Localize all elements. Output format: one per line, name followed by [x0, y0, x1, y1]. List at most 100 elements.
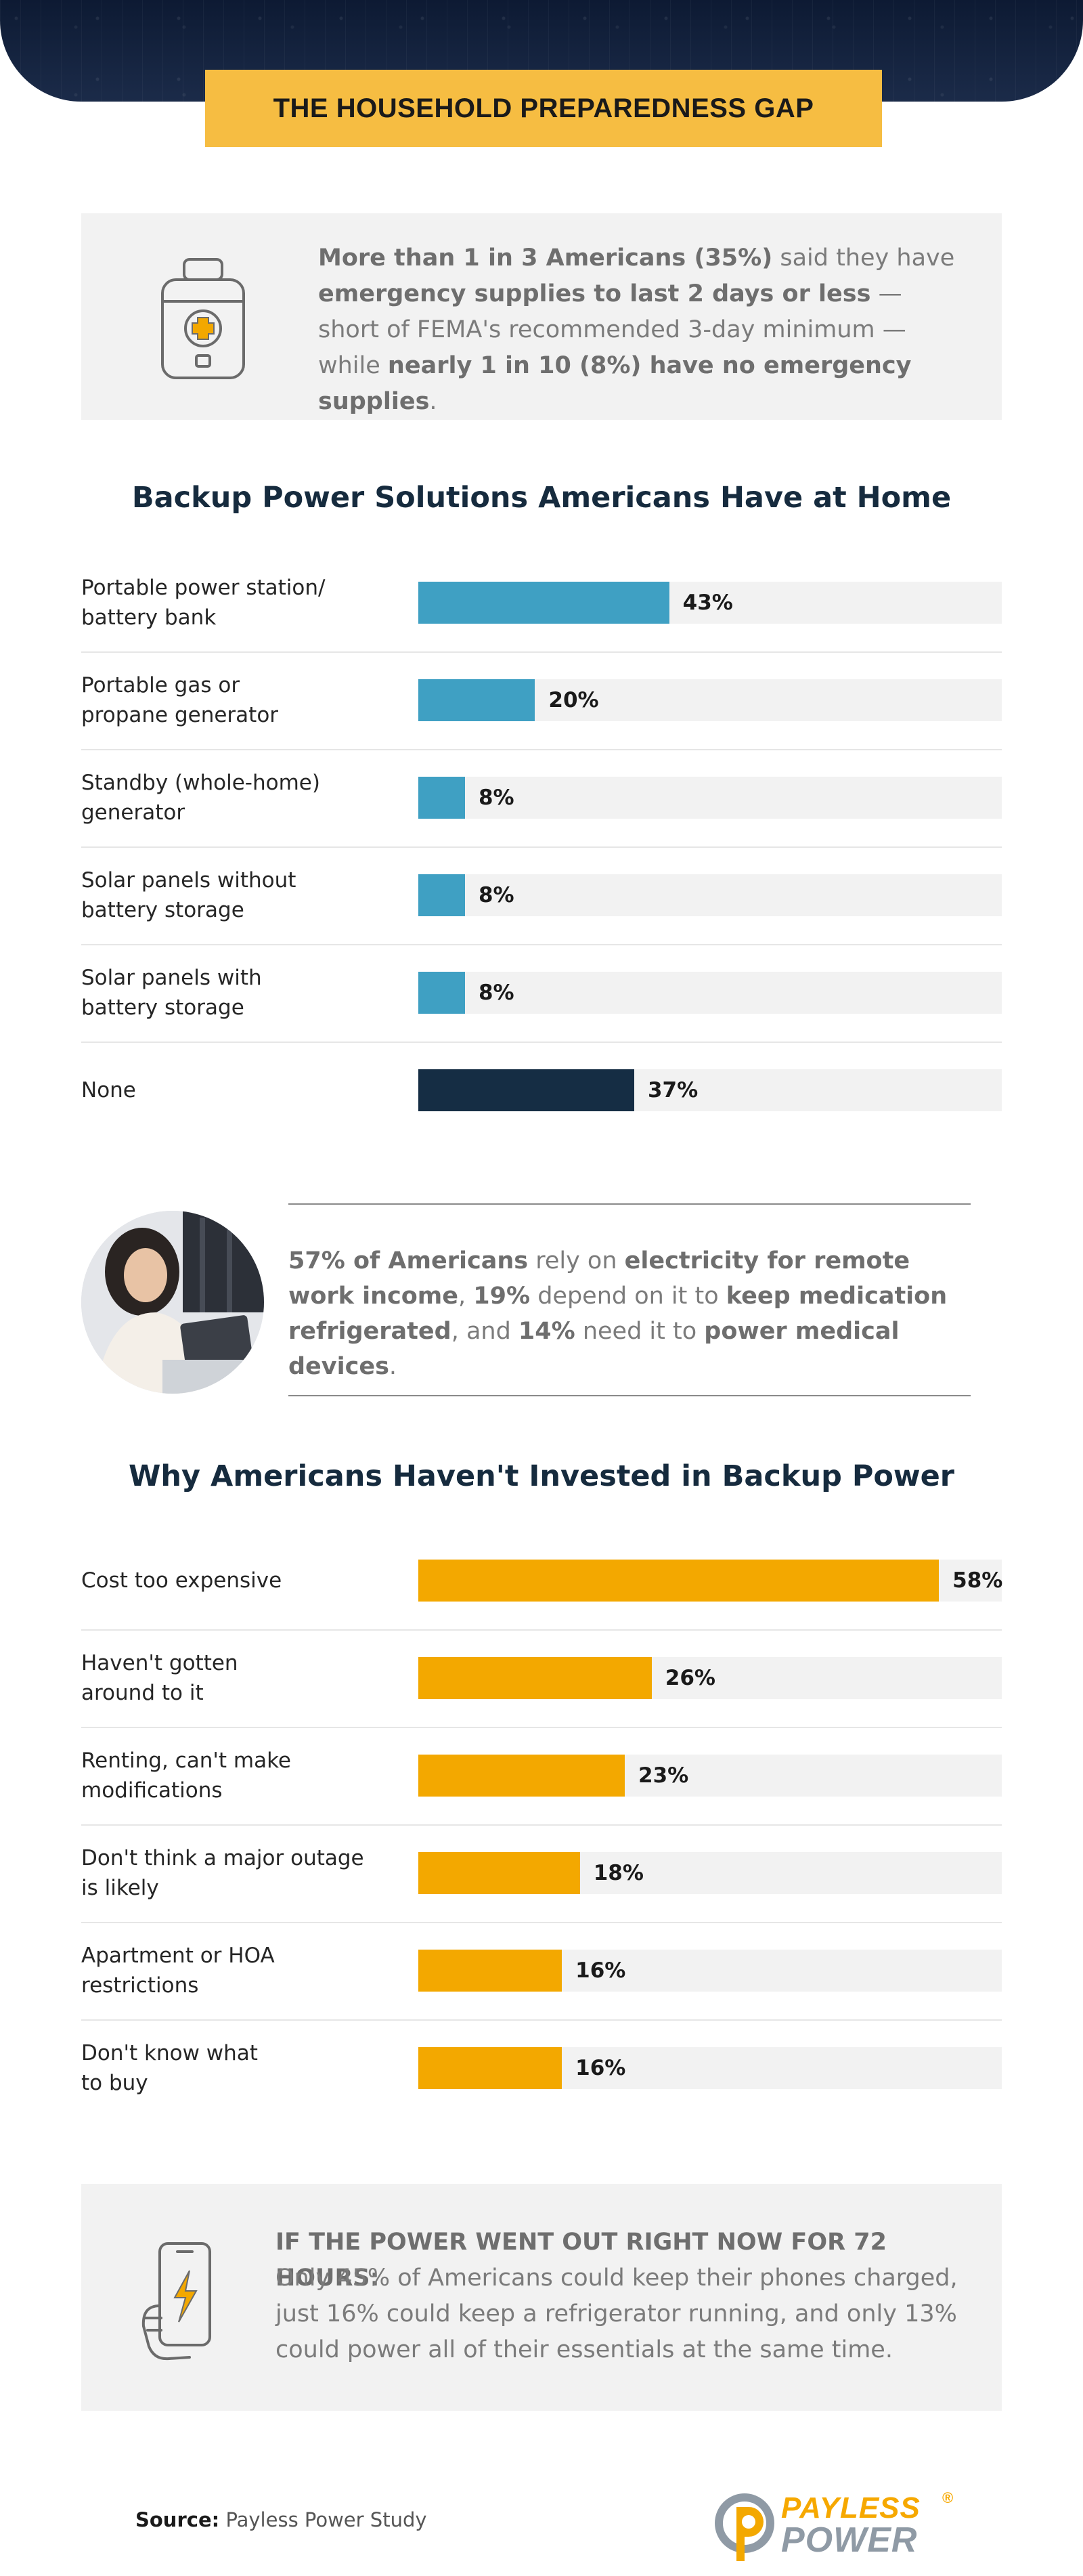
- callout_2-text-segment: electricity for remote work income: [288, 1247, 910, 1310]
- callout_2-text-segment: need it to: [575, 1318, 705, 1345]
- chart-1-bar: [418, 972, 465, 1014]
- chart-2-value-label: 18%: [593, 1861, 644, 1885]
- chart-2-bar: [418, 1657, 652, 1699]
- callout-electricity-text: 57% of Americans rely on electricity for…: [288, 1243, 972, 1384]
- callout_1-text-segment: said they have: [772, 244, 955, 272]
- first-aid-kit-icon: [161, 258, 245, 379]
- chart-1-bar: [418, 777, 465, 819]
- chart-1-bar-track: 43%: [418, 582, 1002, 624]
- callout_2-text-segment: , and: [451, 1318, 518, 1345]
- logo-line-1: PAYLESS: [781, 2491, 921, 2525]
- chart-1-value-label: 20%: [548, 688, 599, 712]
- chart-1-bar-track: 8%: [418, 777, 1002, 819]
- chart-2-category-label-line: modifications: [81, 1778, 223, 1803]
- callout_2-text-segment: .: [389, 1353, 397, 1380]
- chart-2-category-label: Don't know what to buy: [81, 2019, 379, 2117]
- logo-mark-icon: [715, 2493, 774, 2561]
- chart-1-bar-track: 20%: [418, 679, 1002, 721]
- chart-2-bar: [418, 2047, 562, 2089]
- divider-top: [288, 1203, 971, 1205]
- chart-2-value-label: 16%: [575, 2056, 626, 2080]
- chart-1-bar-track: 37%: [418, 1069, 1002, 1111]
- chart-2-bar-track: 58%: [418, 1560, 1002, 1602]
- chart-1-value-label: 8%: [478, 883, 514, 907]
- chart-1-category-label-line: generator: [81, 800, 185, 825]
- chart-1-category-label: None: [81, 1042, 379, 1139]
- chart-1-category-label: Solar panels without battery storage: [81, 846, 379, 944]
- callout_2-text-segment: rely on: [528, 1247, 625, 1274]
- callout-supplies-text: More than 1 in 3 Americans (35%) said th…: [318, 240, 968, 420]
- hero-banner: [0, 0, 1083, 102]
- chart-1-category-label-line: Portable power station/: [81, 576, 326, 600]
- logo-line-2: POWER: [781, 2520, 918, 2560]
- chart-1-category-label-line: battery storage: [81, 898, 244, 922]
- chart-2-category-label-line: Apartment or HOA: [81, 1944, 275, 1968]
- chart-1-bar: [418, 582, 669, 624]
- chart-1-value-label: 8%: [478, 786, 514, 810]
- chart-1-title: Backup Power Solutions Americans Have at…: [131, 481, 952, 515]
- chart-2-category-label-line: Haven't gotten: [81, 1651, 238, 1675]
- chart-2-category-label: Apartment or HOA restrictions: [81, 1922, 379, 2019]
- chart-2-value-label: 16%: [575, 1958, 626, 1983]
- chart-2-category-label-line: Don't think a major outage: [81, 1846, 364, 1870]
- chart-1-bar: [418, 874, 465, 916]
- callout_2-text-segment: ,: [458, 1283, 474, 1310]
- chart-1-row: Portable gas or propane generator 20%: [81, 651, 1002, 750]
- logo-registered-mark: ®: [942, 2489, 954, 2506]
- chart-2-category-label-line: around to it: [81, 1681, 204, 1705]
- source-text: Payless Power Study: [225, 2508, 427, 2531]
- chart-1-bar-track: 8%: [418, 972, 1002, 1014]
- chart-1-category-label-line: Standby (whole-home): [81, 771, 320, 795]
- phone-charging-icon: [141, 2242, 211, 2361]
- callout_2-text-segment: 57% of Americans: [288, 1247, 529, 1274]
- chart-2-category-label-line: restrictions: [81, 1973, 199, 1998]
- chart-1-category-label: Solar panels with battery storage: [81, 944, 379, 1042]
- chart-2-category-label: Haven't gotten around to it: [81, 1629, 379, 1727]
- chart-1-row: Portable power station/battery bank 43%: [81, 554, 1002, 653]
- source-note: Source: Payless Power Study: [135, 2508, 427, 2531]
- chart-2-bar: [418, 1852, 580, 1894]
- chart-1-category-label: Portable gas or propane generator: [81, 651, 379, 749]
- callout_1-text-segment: More than 1 in 3 Americans (35%): [318, 244, 773, 272]
- chart-1-category-label: Standby (whole-home) generator: [81, 749, 379, 846]
- chart-1-row: None 37%: [81, 1042, 1002, 1139]
- chart-2-category-label-line: Cost too expensive: [81, 1568, 282, 1593]
- callout_1-text-segment: .: [429, 388, 437, 415]
- chart-2-row: Haven't gotten around to it 26%: [81, 1629, 1002, 1728]
- callout-supplies: More than 1 in 3 Americans (35%) said th…: [81, 213, 1002, 420]
- chart-2-category-label-line: Renting, can't make: [81, 1748, 291, 1773]
- chart-2-value-label: 58%: [952, 1568, 1003, 1593]
- chart-2-category-label: Cost too expensive: [81, 1532, 379, 1629]
- page-title: THE HOUSEHOLD PREPAREDNESS GAP: [273, 93, 814, 123]
- chart-1-row: Solar panels without battery storage 8%: [81, 846, 1002, 945]
- chart-2-category-label-line: to buy: [81, 2071, 148, 2095]
- chart-2-bar-track: 26%: [418, 1657, 1002, 1699]
- title-banner: THE HOUSEHOLD PREPAREDNESS GAP: [205, 70, 882, 147]
- source-label: Source:: [135, 2508, 220, 2531]
- chart-2-title: Why Americans Haven't Invested in Backup…: [129, 1459, 954, 1493]
- chart-2-category-label: Don't think a major outage is likely: [81, 1824, 379, 1922]
- chart-2-row: Renting, can't make modifications 23%: [81, 1727, 1002, 1826]
- chart-2-category-label-line: is likely: [81, 1876, 159, 1900]
- callout-outage: IF THE POWER WENT OUT RIGHT NOW FOR 72 H…: [81, 2184, 1002, 2411]
- chart-2-bar: [418, 1950, 562, 1992]
- chart-1-value-label: 37%: [647, 1078, 699, 1102]
- remote-worker-photo: [81, 1211, 264, 1394]
- chart-2-row: Don't know what to buy 16%: [81, 2019, 1002, 2117]
- chart-2-value-label: 26%: [665, 1666, 715, 1690]
- chart-2-value-label: 23%: [638, 1763, 689, 1788]
- chart-2-row: Don't think a major outage is likely 18%: [81, 1824, 1002, 1923]
- callout_1-text-segment: — short of FEMA's recommended 3-day mini…: [318, 280, 906, 379]
- chart-1-value-label: 8%: [478, 981, 514, 1005]
- chart-1-bar-track: 8%: [418, 874, 1002, 916]
- chart-1-category-label: Portable power station/battery bank: [81, 554, 379, 651]
- chart-1-value-label: 43%: [682, 591, 733, 615]
- chart-1-row: Standby (whole-home) generator 8%: [81, 749, 1002, 848]
- callout_2-text-segment: 19%: [473, 1283, 531, 1310]
- chart-2-bar-track: 16%: [418, 2047, 1002, 2089]
- chart-2-row: Cost too expensive 58%: [81, 1532, 1002, 1631]
- chart-2-category-label-line: Don't know what: [81, 2041, 258, 2065]
- chart-2-bar: [418, 1560, 940, 1602]
- callout_1-text-segment: emergency supplies to last 2 days or les…: [318, 280, 871, 307]
- callout_2-text-segment: keep medication refrigerated: [288, 1283, 948, 1345]
